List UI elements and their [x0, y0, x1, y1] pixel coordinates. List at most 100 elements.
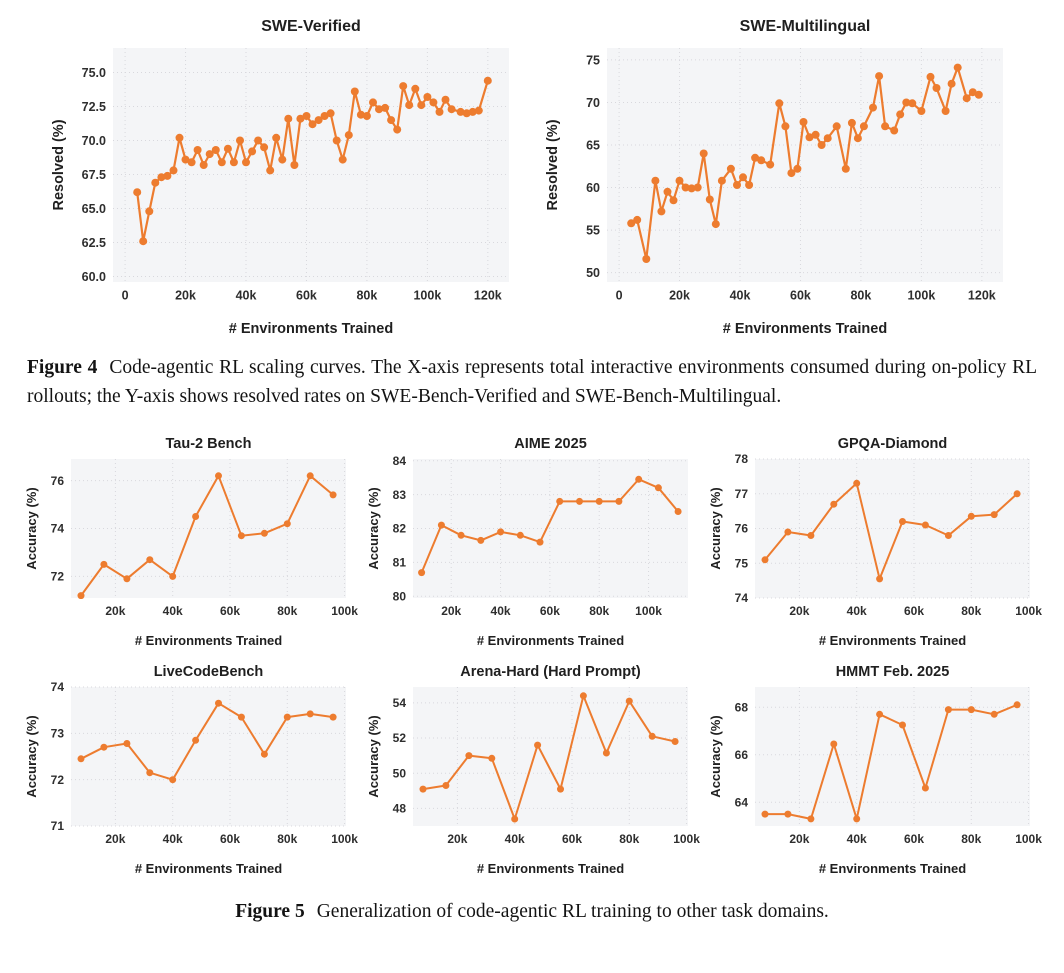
svg-text:Accuracy (%): Accuracy (%) [366, 715, 381, 797]
svg-text:76: 76 [51, 473, 65, 487]
svg-text:Accuracy (%): Accuracy (%) [708, 715, 723, 797]
svg-text:70: 70 [586, 96, 600, 110]
svg-text:80k: 80k [961, 604, 981, 618]
svg-text:55: 55 [586, 223, 600, 237]
svg-text:40k: 40k [730, 289, 751, 303]
svg-text:60k: 60k [790, 289, 811, 303]
svg-text:74: 74 [735, 591, 749, 605]
chart-tau-2-bench: 72 74 76 20k 40k 60k 80k 100k Tau-2 Bench # Envir… [24, 428, 358, 650]
svg-text:Accuracy (%): Accuracy (%) [24, 715, 39, 797]
figure5-charts-grid: 72 74 76 20k 40k 60k 80k 100k Tau-2 Bench # Envir… [0, 428, 1064, 878]
svg-text:80k: 80k [277, 832, 297, 846]
svg-text:80k: 80k [850, 289, 871, 303]
svg-text:100k: 100k [331, 604, 358, 618]
svg-text:Resolved (%): Resolved (%) [51, 119, 67, 210]
svg-text:20k: 20k [669, 289, 690, 303]
swe-multilingual-plot: 50 55 60 65 70 75 0 20k 40k 60k 80k 100k 120k SWE-Mul… [545, 18, 1003, 337]
figure4-caption: Figure 4 Code-agentic RL scaling curves. … [27, 354, 1037, 412]
svg-text:Accuracy (%): Accuracy (%) [708, 487, 723, 569]
svg-text:72.5: 72.5 [82, 100, 106, 114]
svg-text:40k: 40k [505, 832, 525, 846]
svg-text:Arena-Hard (Hard Prompt): Arena-Hard (Hard Prompt) [460, 664, 641, 680]
svg-text:# Environments Trained: # Environments Trained [723, 321, 887, 337]
figure5-caption-label: Figure 5 [235, 900, 305, 922]
chart-swe-multilingual: 50 55 60 65 70 75 0 20k 40k 60k 80k 100k 120k SWE-Mul… [543, 8, 1015, 338]
svg-text:GPQA-Diamond: GPQA-Diamond [838, 436, 948, 452]
svg-text:# Environments Trained: # Environments Trained [229, 321, 393, 337]
svg-text:20k: 20k [105, 604, 125, 618]
svg-text:83: 83 [393, 488, 407, 502]
swe-verified-plot: 60.0 62.5 65.0 67.5 70.0 72.5 75.0 0 20k 40k 60k 80… [51, 18, 509, 337]
chart-livecodebench: 71 72 73 74 20k 40k 60k 80k 100k LiveCodeBench # E… [24, 656, 358, 878]
aime-2025-plot: 80 81 82 83 84 20k 40k 60k 80k 100k AIME 2025 # Env… [366, 436, 688, 648]
chart-aime-2025: 80 81 82 83 84 20k 40k 60k 80k 100k AIME 2025 # Env… [366, 428, 697, 650]
svg-text:50: 50 [393, 766, 407, 780]
svg-text:80k: 80k [619, 832, 639, 846]
svg-text:40k: 40k [847, 604, 867, 618]
svg-text:77: 77 [735, 487, 749, 501]
svg-text:# Environments Trained: # Environments Trained [135, 861, 282, 876]
svg-text:60k: 60k [296, 289, 317, 303]
svg-text:75: 75 [586, 53, 600, 67]
svg-text:SWE-Verified: SWE-Verified [261, 18, 361, 35]
svg-text:100k: 100k [413, 289, 441, 303]
svg-text:# Environments Trained: # Environments Trained [477, 861, 624, 876]
svg-text:78: 78 [735, 452, 749, 466]
figure4-caption-text: Code-agentic RL scaling curves. The X-ax… [27, 357, 1037, 407]
svg-text:60k: 60k [562, 832, 582, 846]
svg-text:60k: 60k [220, 604, 240, 618]
svg-text:HMMT Feb. 2025: HMMT Feb. 2025 [836, 664, 950, 680]
svg-text:70.0: 70.0 [82, 134, 106, 148]
svg-text:72: 72 [51, 773, 65, 787]
svg-text:74: 74 [51, 521, 65, 535]
svg-text:40k: 40k [163, 604, 183, 618]
svg-text:Tau-2 Bench: Tau-2 Bench [166, 436, 252, 452]
svg-text:Accuracy (%): Accuracy (%) [366, 487, 381, 569]
svg-text:65: 65 [586, 138, 600, 152]
svg-text:60k: 60k [540, 604, 560, 618]
svg-text:# Environments Trained: # Environments Trained [135, 633, 282, 648]
svg-text:20k: 20k [105, 832, 125, 846]
svg-text:75.0: 75.0 [82, 66, 106, 80]
figure4-caption-label: Figure 4 [27, 357, 98, 378]
svg-text:64: 64 [735, 795, 749, 809]
svg-text:65.0: 65.0 [82, 202, 106, 216]
svg-text:LiveCodeBench: LiveCodeBench [154, 664, 264, 680]
svg-text:Resolved (%): Resolved (%) [545, 119, 561, 210]
tau-2-bench-plot: 72 74 76 20k 40k 60k 80k 100k Tau-2 Bench # Envir… [24, 436, 358, 648]
svg-text:20k: 20k [789, 832, 809, 846]
svg-text:120k: 120k [968, 289, 996, 303]
svg-text:80k: 80k [277, 604, 297, 618]
svg-text:80: 80 [393, 589, 407, 603]
svg-text:100k: 100k [635, 604, 662, 618]
svg-text:76: 76 [735, 521, 749, 535]
svg-text:40k: 40k [236, 289, 257, 303]
svg-text:80k: 80k [589, 604, 609, 618]
svg-text:# Environments Trained: # Environments Trained [819, 633, 966, 648]
svg-text:68: 68 [735, 700, 749, 714]
figure5-caption: Figure 5 Generalization of code-agentic R… [27, 898, 1037, 927]
svg-text:82: 82 [393, 521, 407, 535]
svg-text:# Environments Trained: # Environments Trained [477, 633, 624, 648]
svg-text:60k: 60k [904, 832, 924, 846]
svg-text:40k: 40k [163, 832, 183, 846]
figure4-charts-row: 60.0 62.5 65.0 67.5 70.0 72.5 75.0 0 20k 40k 60k 80… [0, 0, 1064, 338]
svg-text:75: 75 [735, 556, 749, 570]
svg-text:52: 52 [393, 731, 407, 745]
svg-text:Accuracy (%): Accuracy (%) [24, 487, 39, 569]
svg-text:40k: 40k [847, 832, 867, 846]
gpqa-diamond-plot: 74 75 76 77 78 20k 40k 60k 80k 100k GPQA-Diamond # … [708, 436, 1042, 648]
svg-text:72: 72 [51, 569, 65, 583]
svg-text:54: 54 [393, 696, 407, 710]
svg-text:84: 84 [393, 454, 407, 468]
svg-text:# Environments Trained: # Environments Trained [819, 861, 966, 876]
svg-text:0: 0 [616, 289, 623, 303]
svg-text:100k: 100k [907, 289, 935, 303]
svg-text:71: 71 [51, 819, 65, 833]
svg-text:62.5: 62.5 [82, 236, 106, 250]
svg-text:20k: 20k [789, 604, 809, 618]
svg-text:48: 48 [393, 801, 407, 815]
svg-text:100k: 100k [1015, 832, 1042, 846]
svg-text:100k: 100k [673, 832, 700, 846]
svg-text:74: 74 [51, 680, 65, 694]
